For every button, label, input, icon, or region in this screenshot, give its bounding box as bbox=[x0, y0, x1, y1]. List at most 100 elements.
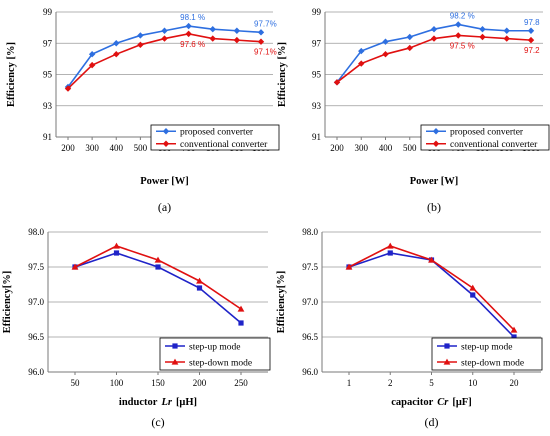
x-axis-label-text: capacitor bbox=[391, 397, 433, 408]
chart-panel-1: 9193959799200300400500600700800900100098… bbox=[6, 7, 280, 214]
data-point bbox=[185, 30, 192, 38]
legend-box bbox=[159, 337, 271, 371]
series-line bbox=[74, 252, 242, 324]
x-tick-label: 1 bbox=[347, 378, 352, 388]
x-axis-symbol: Cr bbox=[437, 397, 449, 408]
data-point bbox=[154, 256, 162, 263]
y-tick-label: 96.5 bbox=[28, 332, 44, 342]
legend-box bbox=[431, 337, 543, 371]
legend-marker bbox=[171, 358, 179, 365]
legend-label: step-down mode bbox=[189, 358, 252, 368]
data-point bbox=[257, 38, 265, 45]
y-tick-label: 95 bbox=[43, 70, 53, 80]
legend: step-up mode step-down mode bbox=[431, 337, 543, 371]
data-point bbox=[527, 36, 535, 44]
y-tick-label: 99 bbox=[43, 7, 53, 17]
data-point bbox=[333, 79, 341, 86]
data-point bbox=[161, 35, 168, 42]
data-point bbox=[196, 277, 203, 284]
legend-box bbox=[420, 124, 550, 151]
y-tick-label: 97.0 bbox=[28, 297, 44, 307]
data-point bbox=[345, 263, 353, 270]
data-point bbox=[430, 35, 438, 42]
series-line bbox=[67, 33, 262, 90]
data-point bbox=[113, 242, 120, 249]
series-first bbox=[333, 21, 535, 86]
data-point bbox=[233, 27, 241, 34]
x-tick-label: 300 bbox=[85, 143, 99, 153]
y-tick-label: 95 bbox=[312, 70, 322, 80]
data-point bbox=[238, 320, 244, 326]
x-tick-label: 10 bbox=[468, 378, 478, 388]
data-label: 97.7% bbox=[254, 19, 277, 28]
data-point bbox=[503, 35, 510, 42]
y-tick-label: 96.0 bbox=[28, 367, 44, 377]
legend-label: proposed converter bbox=[450, 128, 524, 138]
x-axis-label: capacitor Cr [μF] bbox=[391, 397, 471, 408]
chart-panel-3: 96.0 96.5 97.0 97.5 98.0 50 100 150 200 250 step-u… bbox=[2, 227, 271, 429]
data-label: 98.1 % bbox=[180, 13, 205, 22]
y-tick-label: 93 bbox=[43, 101, 53, 111]
x-tick-label: 50 bbox=[71, 378, 81, 388]
series-first bbox=[346, 250, 517, 340]
panel-caption: (b) bbox=[427, 200, 441, 214]
y-tick-label: 91 bbox=[312, 132, 321, 142]
x-axis-label: inductor Lr [μH] bbox=[119, 397, 197, 408]
data-point bbox=[196, 285, 203, 291]
x-tick-label: 20 bbox=[510, 378, 520, 388]
legend-marker bbox=[172, 343, 178, 349]
x-tick-label: 100 bbox=[110, 378, 124, 388]
legend: step-up mode step-down mode bbox=[159, 337, 271, 371]
data-point bbox=[511, 334, 517, 340]
x-axis-label-text: inductor bbox=[119, 397, 158, 408]
data-label: 97.2 bbox=[524, 46, 540, 55]
y-axis-label: Efficiency[%] bbox=[2, 271, 13, 333]
data-point bbox=[382, 38, 389, 45]
y-tick-label: 93 bbox=[312, 101, 322, 111]
y-tick-label: 96.0 bbox=[302, 367, 318, 377]
y-tick-label: 97.5 bbox=[28, 262, 44, 272]
legend-label: step-up mode bbox=[189, 342, 240, 352]
data-label: 97.5 % bbox=[450, 41, 475, 50]
series-second bbox=[333, 32, 535, 86]
x-tick-label: 150 bbox=[151, 378, 165, 388]
series-line bbox=[67, 25, 262, 88]
legend-label: conventional converter bbox=[180, 140, 268, 150]
panel-caption: (d) bbox=[425, 415, 439, 429]
data-point bbox=[209, 25, 216, 33]
data-point bbox=[71, 263, 79, 270]
data-point bbox=[455, 32, 462, 39]
data-label: 97.8 bbox=[524, 18, 540, 27]
legend-marker bbox=[443, 358, 451, 365]
data-point bbox=[137, 32, 144, 39]
legend: proposed converter conventional converter bbox=[150, 124, 280, 151]
data-point bbox=[88, 61, 96, 69]
data-point bbox=[233, 36, 241, 44]
y-tick-label: 98.0 bbox=[28, 227, 44, 237]
x-tick-label: 2 bbox=[388, 378, 393, 388]
data-point bbox=[503, 27, 510, 34]
x-axis-unit: [μF] bbox=[452, 397, 471, 408]
legend-marker bbox=[162, 140, 170, 147]
data-point bbox=[479, 33, 486, 41]
legend-marker bbox=[432, 128, 440, 135]
x-tick-label: 5 bbox=[429, 378, 434, 388]
data-point bbox=[406, 33, 413, 41]
series-second bbox=[64, 30, 265, 92]
x-tick-label: 200 bbox=[330, 143, 344, 153]
data-point bbox=[113, 250, 120, 256]
data-point bbox=[382, 50, 389, 58]
y-tick-label: 91 bbox=[43, 132, 52, 142]
legend-label: step-down mode bbox=[461, 358, 524, 368]
legend: proposed converter conventional converter bbox=[420, 124, 550, 151]
legend-marker bbox=[432, 140, 440, 147]
x-tick-label: 500 bbox=[403, 143, 417, 153]
y-tick-label: 97.5 bbox=[302, 262, 318, 272]
data-point bbox=[430, 25, 438, 33]
data-point bbox=[428, 256, 435, 263]
data-point bbox=[209, 35, 216, 42]
x-tick-label: 200 bbox=[193, 378, 207, 388]
y-tick-label: 97.0 bbox=[302, 297, 318, 307]
